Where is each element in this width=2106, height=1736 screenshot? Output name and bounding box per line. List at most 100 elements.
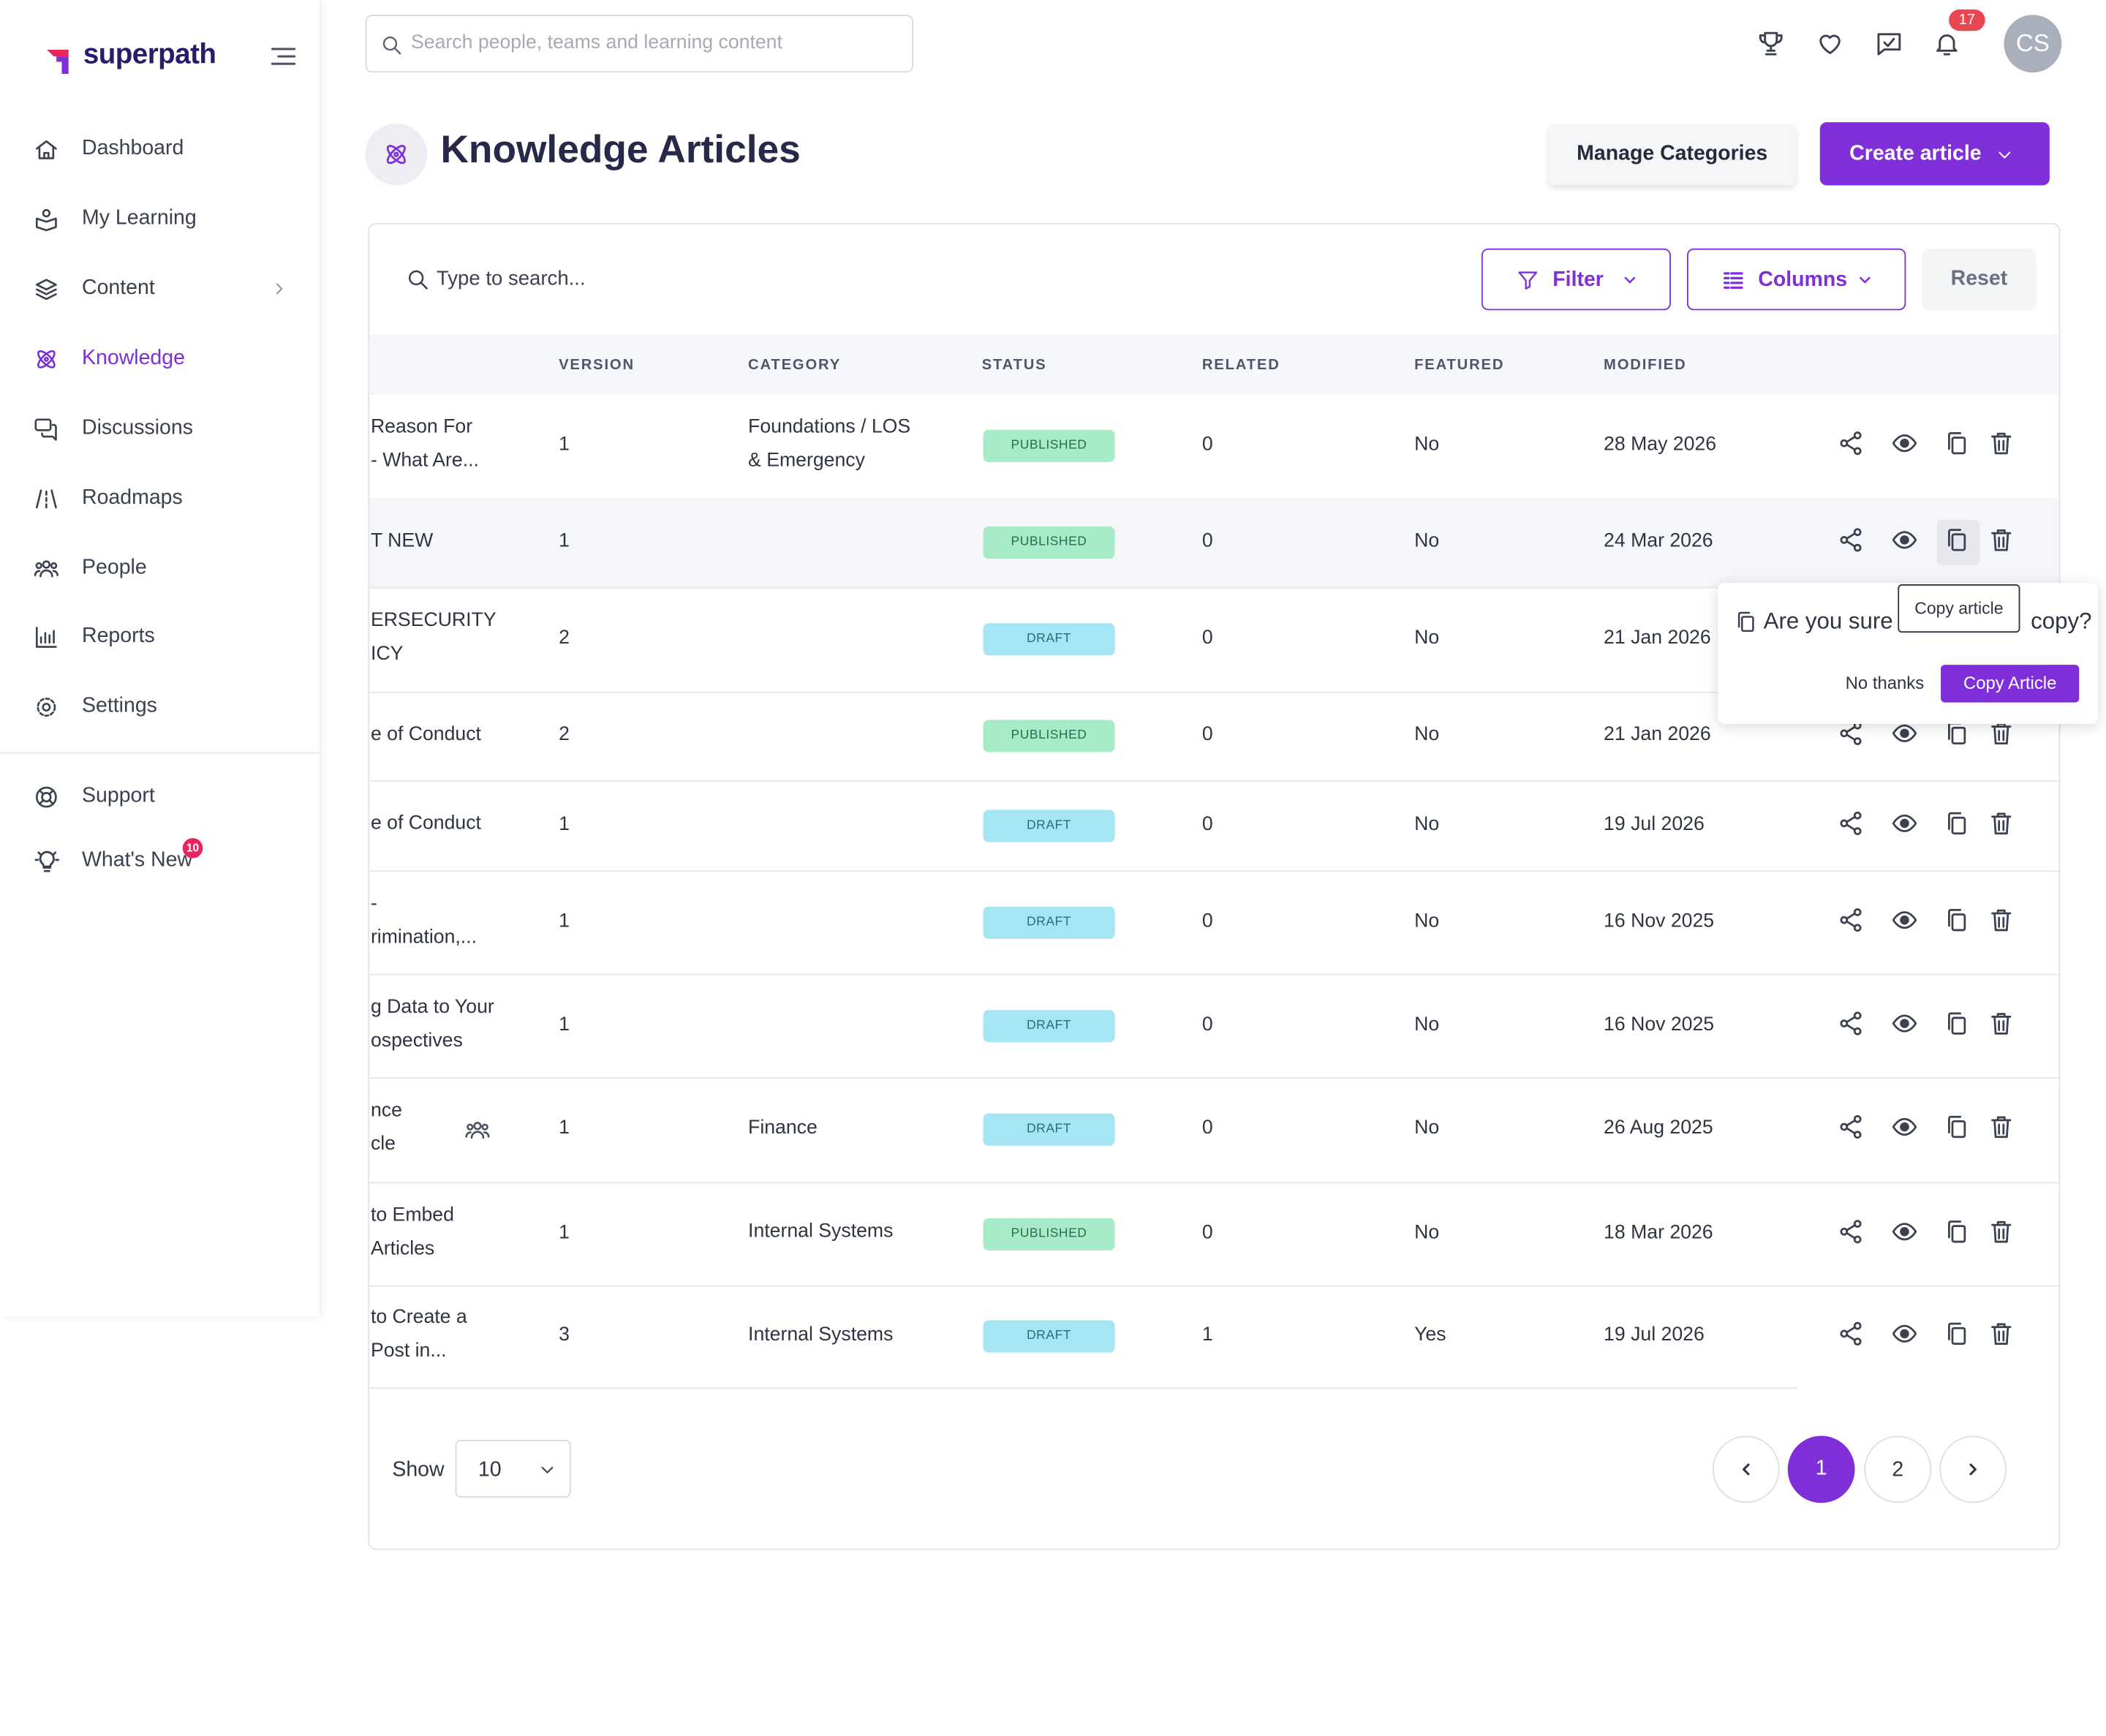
article-title[interactable]: nce <box>370 1100 402 1122</box>
article-title[interactable]: to Embed <box>370 1204 454 1226</box>
icon-copy[interactable] <box>1944 1114 1971 1141</box>
icon-share[interactable] <box>1838 809 1865 837</box>
nav-item[interactable]: Discussions <box>82 416 193 439</box>
icon-chevright[interactable] <box>270 279 289 298</box>
icon-chat[interactable] <box>33 415 58 441</box>
icon-trash[interactable] <box>1988 430 2015 457</box>
icon-trash[interactable] <box>1988 1114 2015 1141</box>
icon-menu[interactable] <box>268 42 298 71</box>
icon-trash[interactable] <box>1988 1218 2015 1245</box>
manage-button[interactable]: Manage Categories <box>1548 123 1796 186</box>
icon-share[interactable] <box>1838 1114 1865 1141</box>
column-header[interactable]: RELATED <box>1201 357 1280 374</box>
article-title[interactable]: ICY <box>370 643 404 665</box>
icon-bulb[interactable] <box>34 848 61 875</box>
nav-item[interactable]: What's New <box>82 848 193 872</box>
article-title[interactable]: Reason For <box>370 416 473 438</box>
icon-trash[interactable] <box>1988 809 2015 837</box>
article-title[interactable]: ospectives <box>370 1029 463 1052</box>
nav-item[interactable]: Support <box>82 784 155 807</box>
column-header[interactable]: FEATURED <box>1414 357 1505 374</box>
page-button[interactable]: 2 <box>1864 1435 1932 1503</box>
icon-copy[interactable] <box>1944 1009 1971 1036</box>
icon-atom[interactable] <box>33 346 58 371</box>
article-title[interactable]: g Data to Your <box>370 995 494 1018</box>
confirm-button[interactable]: Copy Article <box>1941 665 2080 703</box>
nav-item[interactable]: Reports <box>82 624 155 648</box>
article-title[interactable]: ERSECURITY <box>370 609 497 632</box>
logo-mark[interactable] <box>45 42 80 77</box>
article-title[interactable]: - <box>370 892 377 914</box>
column-header[interactable]: STATUS <box>981 357 1047 374</box>
article-title[interactable]: T NEW <box>370 529 434 551</box>
icon-share[interactable] <box>1838 1218 1865 1245</box>
icon-copy[interactable] <box>1944 430 1971 457</box>
avatar[interactable]: CS <box>2004 15 2062 73</box>
article-title[interactable]: rimination,... <box>370 926 478 948</box>
nav-item[interactable]: Dashboard <box>82 137 184 160</box>
article-title[interactable]: cle <box>370 1133 396 1155</box>
icon-eye[interactable] <box>1891 1321 1918 1348</box>
icon-road[interactable] <box>33 486 58 511</box>
icon-trash[interactable] <box>1988 1009 2015 1036</box>
article-title[interactable]: Articles <box>370 1237 435 1259</box>
article-title[interactable]: Post in... <box>370 1340 447 1362</box>
icon-eye[interactable] <box>1891 430 1918 457</box>
global-search[interactable]: Search people, teams and learning conten… <box>365 15 913 73</box>
icon-eye[interactable] <box>1891 809 1918 837</box>
icon-home[interactable] <box>33 136 58 162</box>
icon-copy[interactable] <box>1944 1321 1971 1348</box>
page-button[interactable]: 1 <box>1787 1435 1855 1503</box>
icon-bell[interactable] <box>1932 29 1960 57</box>
icon-eye[interactable] <box>1891 906 1918 933</box>
icon-learn[interactable] <box>33 206 58 232</box>
nav-item[interactable]: Knowledge <box>82 346 185 370</box>
reset-button[interactable]: Reset <box>1922 248 2037 311</box>
column-header[interactable]: CATEGORY <box>748 357 842 374</box>
icon-eye[interactable] <box>1891 1114 1918 1141</box>
icon-layers[interactable] <box>33 276 58 301</box>
icon-copy[interactable] <box>1944 1218 1971 1245</box>
filter-button[interactable]: Filter <box>1481 248 1671 311</box>
article-title[interactable]: e of Conduct <box>370 812 481 834</box>
icon-copy[interactable] <box>1944 906 1971 933</box>
icon-eye[interactable] <box>1891 527 1918 554</box>
page-size-select[interactable]: 10 <box>455 1439 571 1498</box>
icon-share[interactable] <box>1838 430 1865 457</box>
page-next[interactable] <box>1939 1435 2007 1503</box>
icon-share[interactable] <box>1838 906 1865 933</box>
brand[interactable]: superpath <box>83 39 216 70</box>
create-button[interactable]: Create article <box>1819 122 2050 186</box>
icon-share[interactable] <box>1838 527 1865 554</box>
article-title[interactable]: e of Conduct <box>370 723 481 745</box>
page-prev[interactable] <box>1712 1435 1780 1503</box>
icon-bars[interactable] <box>33 624 58 649</box>
icon-trash[interactable] <box>1988 906 2015 933</box>
table-search[interactable]: Type to search... <box>436 267 586 290</box>
icon-trash[interactable] <box>1988 1321 2015 1348</box>
icon-trash[interactable] <box>1988 527 2015 554</box>
cancel-button[interactable]: No thanks <box>1845 673 1925 693</box>
icon-copy[interactable] <box>1944 809 1971 837</box>
nav-item[interactable]: Roadmaps <box>82 486 183 510</box>
icon-msgcheck[interactable] <box>1874 29 1903 57</box>
icon-copy[interactable] <box>1944 527 1971 554</box>
article-title[interactable]: to Create a <box>370 1307 467 1329</box>
nav-item[interactable]: Settings <box>82 694 157 717</box>
icon-gear[interactable] <box>33 694 58 720</box>
icon-heart[interactable] <box>1815 29 1843 57</box>
icon-share[interactable] <box>1838 1009 1865 1036</box>
column-header[interactable]: VERSION <box>559 357 635 374</box>
icon-share[interactable] <box>1838 1321 1865 1348</box>
icon-eye[interactable] <box>1891 1009 1918 1036</box>
icon-eye[interactable] <box>1891 1218 1918 1245</box>
columns-button[interactable]: Columns <box>1686 248 1906 311</box>
icon-trophy[interactable] <box>1756 29 1785 57</box>
column-header[interactable]: MODIFIED <box>1604 357 1687 374</box>
article-title[interactable]: - What Are... <box>370 450 479 472</box>
nav-item[interactable]: My Learning <box>82 206 197 230</box>
icon-people[interactable] <box>33 555 58 581</box>
nav-item[interactable]: Content <box>82 276 155 300</box>
icon-lifebuoy[interactable] <box>33 784 58 809</box>
icon-eye[interactable] <box>1891 720 1918 747</box>
